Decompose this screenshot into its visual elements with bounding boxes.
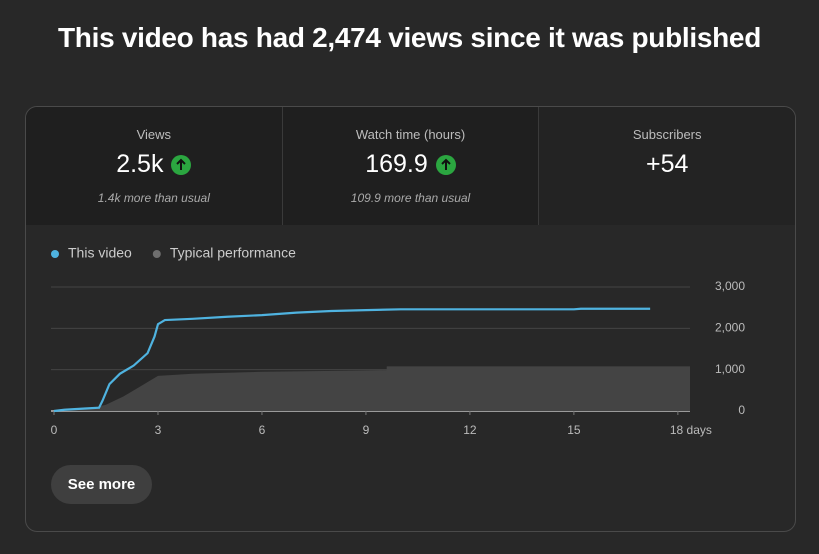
typical-area xyxy=(54,366,690,411)
metric-value: 2.5k xyxy=(116,150,164,178)
x-tick-label: 12 xyxy=(463,423,477,437)
metric-tab[interactable]: Views 2.5k 1.4k more than usual xyxy=(26,107,283,225)
metric-value: 169.9 xyxy=(365,150,428,178)
y-tick-label: 3,000 xyxy=(715,279,745,293)
metric-note: 1.4k more than usual xyxy=(97,191,210,205)
legend-label: Typical performance xyxy=(170,245,296,261)
y-tick-label: 0 xyxy=(738,403,745,417)
legend-label: This video xyxy=(68,245,132,261)
metric-note: 109.9 more than usual xyxy=(350,191,471,205)
metric-label: Views xyxy=(136,127,172,142)
metric-value-row: +54 xyxy=(646,150,688,179)
see-more-button[interactable]: See more xyxy=(51,465,152,504)
metric-tabs: Views 2.5k 1.4k more than usual Watch ti… xyxy=(26,107,795,225)
x-tick-label: 18 days xyxy=(670,423,712,437)
metric-value-row: 169.9 xyxy=(365,150,456,179)
y-tick-label: 2,000 xyxy=(715,321,745,335)
metric-value: +54 xyxy=(645,150,689,178)
video-line xyxy=(53,307,651,413)
metric-tab[interactable]: Subscribers +54 xyxy=(539,107,795,225)
legend-dot xyxy=(51,250,59,258)
metric-value-row: 2.5k xyxy=(116,150,192,179)
card: Views 2.5k 1.4k more than usual Watch ti… xyxy=(25,106,796,532)
x-tick-label: 15 xyxy=(567,423,581,437)
legend-dot xyxy=(152,250,161,258)
up-icon xyxy=(435,154,456,175)
x-tick-label: 0 xyxy=(51,423,58,437)
metric-label: Watch time (hours) xyxy=(355,127,466,142)
metric-tab[interactable]: Watch time (hours) 169.9 109.9 more than… xyxy=(282,107,540,225)
x-tick-label: 9 xyxy=(363,423,370,437)
up-icon xyxy=(171,154,192,175)
x-tick-label: 6 xyxy=(259,423,266,437)
x-tick-label: 3 xyxy=(155,423,162,437)
y-tick-label: 1,000 xyxy=(715,362,745,376)
page-title: This video has had 2,474 views since it … xyxy=(57,22,762,53)
metric-label: Subscribers xyxy=(632,127,702,142)
